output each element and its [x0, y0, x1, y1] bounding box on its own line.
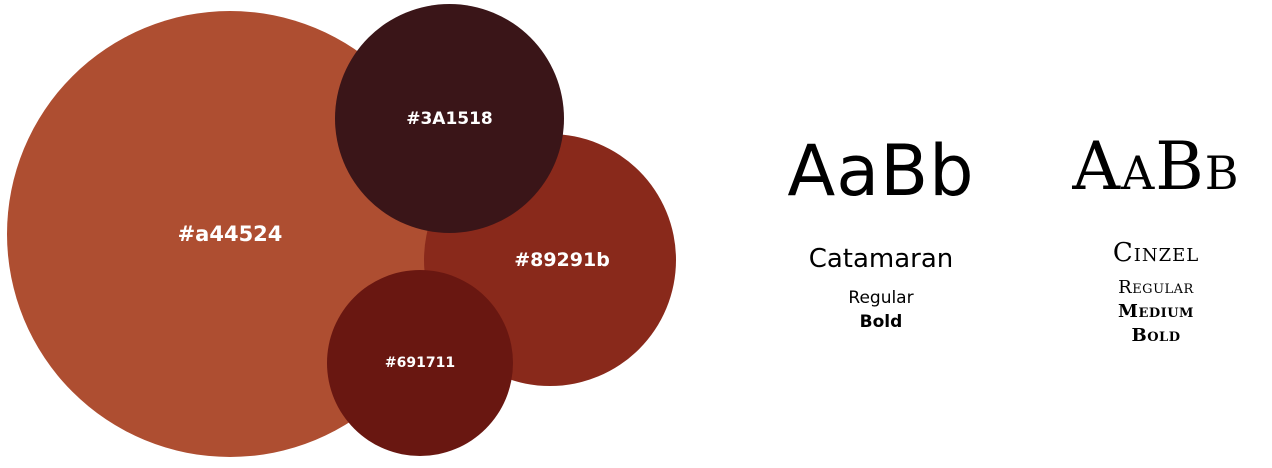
swatch-label: #89291b	[514, 249, 610, 271]
swatch-circle-3a1518: #3A1518	[335, 4, 564, 233]
font-weights-list: Regular Bold	[848, 286, 913, 334]
font-name: Cinzel	[1112, 238, 1200, 268]
font-weight-medium: Medium	[1118, 301, 1194, 322]
font-specimen: AaBb	[1072, 128, 1240, 205]
font-weight-bold: Bold	[1131, 325, 1181, 346]
font-weight-regular: Regular	[1118, 277, 1194, 298]
font-card-secondary: AaBb Cinzel Regular Medium Bold	[1040, 130, 1272, 348]
swatch-label: #691711	[384, 355, 456, 371]
font-weight-bold: Bold	[859, 312, 903, 332]
font-card-primary: AaBb Catamaran Regular Bold	[770, 130, 992, 334]
font-weight-regular: Regular	[848, 288, 914, 308]
font-name: Catamaran	[808, 244, 954, 274]
swatch-label: #a44524	[177, 222, 283, 246]
font-weights-list: Regular Medium Bold	[1118, 276, 1194, 348]
swatch-circle-691711: #691711	[327, 270, 513, 456]
font-specimen: AaBb	[787, 130, 975, 212]
swatch-label: #3A1518	[406, 108, 493, 129]
